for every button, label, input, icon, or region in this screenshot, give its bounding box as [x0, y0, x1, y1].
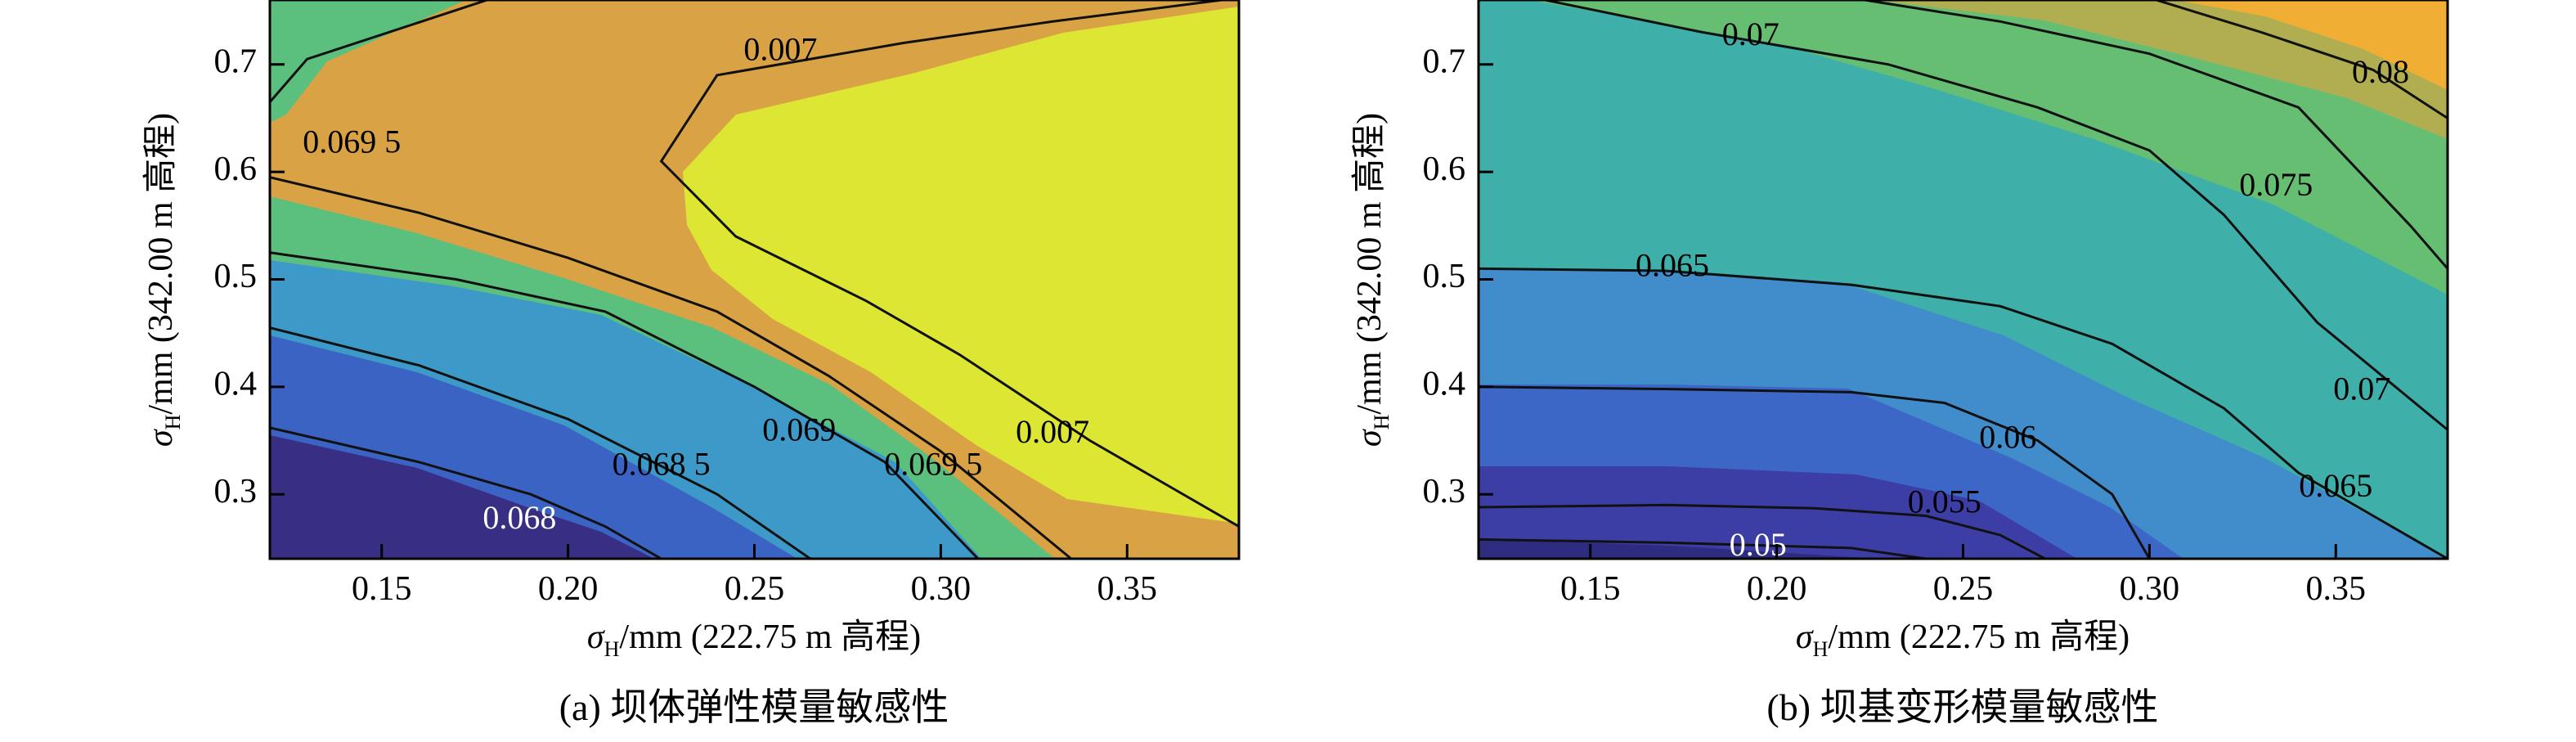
panel-a-xtick-label: 0.20 — [538, 570, 599, 608]
panel-b-ytick-label: 0.6 — [1423, 151, 1466, 188]
panel-a-contour-line — [270, 251, 980, 559]
panel-b-contour-label: 0.065 — [1636, 247, 1709, 284]
panel-a-fill-navy — [270, 435, 654, 559]
panel-b-contour-label: 0.06 — [1979, 419, 2036, 456]
panel-b-contour-line — [1479, 537, 1927, 559]
panel-a-contour-label: 0.069 — [762, 411, 836, 447]
panel-b-contour-line — [1479, 267, 2448, 559]
panel-a-caption: (a) 坝体弹性模量敏感性 — [559, 686, 949, 728]
panel-a: 0.068 0.068 5 0.069 0.069 5 0.069 5 0.007 0.00… — [142, 0, 1241, 728]
panel-b-xlabel: σH/mm (222.75 m 高程) — [1796, 618, 2129, 661]
panel-a-contour-line — [270, 426, 662, 559]
panel-b-fill-navy — [1479, 538, 1881, 559]
panel-b-xtick-label: 0.25 — [1933, 570, 1994, 608]
panel-b-fill-orange — [2175, 0, 2448, 90]
panel-b-ticks: 0.15 0.20 0.25 0.30 0.35 0.3 0.4 0.5 0.6 0.7 — [1423, 43, 2367, 608]
panel-a-xtick-label: 0.25 — [725, 570, 785, 608]
panel-a-ytick-label: 0.4 — [214, 365, 258, 402]
panel-a-fill-green-top — [270, 0, 466, 123]
panel-b-contour-label: 0.08 — [2352, 53, 2409, 90]
panel-b-contour-label: 0.07 — [2333, 371, 2390, 407]
panel-b-fill-olive — [1873, 0, 2448, 139]
panel-a-contour-label: 0.068 5 — [613, 446, 711, 483]
panel-a-xlabel: σH/mm (222.75 m 高程) — [587, 618, 921, 661]
panel-b-contour-line — [1538, 0, 2448, 431]
panel-b-xtick-label: 0.35 — [2306, 570, 2367, 608]
panel-a-contour-label: 0.069 5 — [884, 446, 982, 483]
panel-b-ytick-label: 0.3 — [1423, 473, 1466, 510]
panel-b-contour-line — [1479, 385, 2151, 559]
panel-b-fill-dark-blue — [1479, 466, 2077, 559]
panel-a-ytick-label: 0.3 — [214, 473, 258, 510]
panel-b-contours: 0.05 0.055 0.06 0.065 0.065 0.07 0.07 0.075 0.08 — [1479, 0, 2448, 563]
panel-b-contour-line — [1856, 0, 2448, 270]
panel-a-contours: 0.068 0.068 5 0.069 0.069 5 0.069 5 0.007 0.00… — [270, 0, 1239, 559]
panel-b-ytick-label: 0.4 — [1423, 365, 1466, 402]
panel-b-contour-label: 0.075 — [2239, 166, 2313, 203]
panel-b-ylabel: σH/mm (342.00 m 高程) — [1351, 113, 1393, 447]
panel-a-ytick-label: 0.7 — [214, 43, 258, 80]
panel-b-xtick-label: 0.15 — [1560, 570, 1621, 608]
panel-a-ytick-label: 0.6 — [214, 151, 258, 188]
panel-b-contour-label: 0.05 — [1730, 526, 1787, 563]
panel-b: 0.05 0.055 0.06 0.065 0.065 0.07 0.07 0.075 0.08… — [1351, 0, 2449, 728]
panel-a-contour-line — [270, 0, 491, 103]
panel-a-xtick-label: 0.30 — [911, 570, 972, 608]
panel-a-xtick-label: 0.35 — [1097, 570, 1158, 608]
panel-a-contour-line — [270, 326, 811, 559]
panel-a-fills — [270, 0, 1239, 559]
panel-a-ytick-label: 0.5 — [214, 258, 258, 295]
panel-a-ylabel: σH/mm (342.00 m 高程) — [142, 113, 185, 447]
panel-a-contour-label: 0.007 — [743, 31, 817, 68]
panel-b-fill-green — [1529, 0, 2448, 295]
panel-b-xtick-label: 0.20 — [1747, 570, 1807, 608]
panel-b-contour-label: 0.055 — [1908, 483, 1981, 519]
panel-b-ytick-label: 0.5 — [1423, 258, 1466, 295]
panel-b-contour-line — [2152, 0, 2448, 119]
panel-b-contour-line — [1479, 503, 2046, 559]
panel-a-contour-label: 0.068 — [482, 499, 556, 536]
panel-b-contour-label: 0.07 — [1722, 16, 1779, 52]
panel-a-contour-label: 0.069 5 — [303, 123, 401, 160]
panel-a-contour-label: 0.007 — [1016, 413, 1089, 450]
panel-b-fills — [1479, 0, 2448, 559]
panel-b-xtick-label: 0.30 — [2120, 570, 2180, 608]
panel-a-ticks: 0.15 0.20 0.25 0.30 0.35 0.3 0.4 0.5 0.6 0.7 — [214, 43, 1158, 608]
panel-b-ytick-label: 0.7 — [1423, 43, 1466, 80]
panel-a-contour-line — [270, 176, 1072, 559]
panel-b-caption: (b) 坝基变形模量敏感性 — [1766, 686, 2158, 728]
panel-a-xtick-label: 0.15 — [352, 570, 412, 608]
panel-b-contour-label: 0.065 — [2299, 467, 2372, 504]
panel-a-contour-line — [659, 0, 1239, 528]
